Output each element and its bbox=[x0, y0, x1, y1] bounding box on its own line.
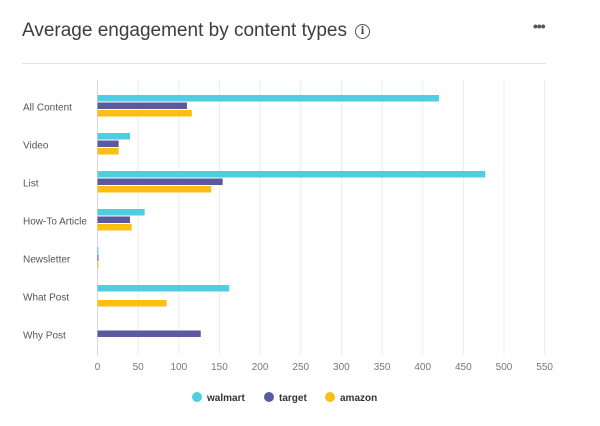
bar-walmart bbox=[97, 171, 486, 178]
more-icon[interactable]: ••• bbox=[533, 18, 546, 34]
legend-marker-amazon bbox=[325, 392, 335, 402]
bar-target bbox=[97, 178, 223, 185]
category-label: Why Post bbox=[23, 331, 66, 342]
legend-marker-walmart bbox=[192, 392, 202, 402]
divider bbox=[22, 63, 546, 64]
category-label: Video bbox=[23, 141, 49, 152]
bar-target bbox=[97, 216, 131, 223]
bar-amazon bbox=[97, 262, 99, 269]
bar-target bbox=[97, 254, 99, 261]
x-tick-label: 50 bbox=[133, 362, 145, 373]
bar-amazon bbox=[97, 148, 119, 155]
legend-label-walmart: walmart bbox=[206, 393, 245, 404]
bar-target bbox=[97, 330, 201, 337]
x-tick-label: 100 bbox=[170, 362, 187, 373]
legend-label-target: target bbox=[279, 393, 307, 404]
x-tick-label: 200 bbox=[252, 362, 269, 373]
bar-walmart bbox=[97, 247, 99, 254]
bar-amazon bbox=[97, 186, 212, 193]
bar-target bbox=[97, 102, 187, 109]
x-tick-label: 400 bbox=[414, 362, 431, 373]
x-tick-label: 350 bbox=[374, 362, 391, 373]
bar-walmart bbox=[97, 209, 145, 216]
legend-marker-target bbox=[264, 392, 274, 402]
bar-walmart bbox=[97, 285, 230, 292]
bar-amazon bbox=[97, 300, 167, 307]
bar-walmart bbox=[97, 95, 439, 102]
bar-amazon bbox=[97, 110, 192, 117]
bar-target bbox=[97, 140, 119, 147]
category-label: All Content bbox=[23, 103, 72, 114]
x-tick-label: 450 bbox=[455, 362, 472, 373]
chart-header: Average engagement by content types i bbox=[22, 20, 370, 42]
category-label: Newsletter bbox=[23, 255, 71, 266]
chart-title: Average engagement by content types bbox=[22, 20, 347, 41]
x-tick-label: 250 bbox=[292, 362, 309, 373]
legend-label-amazon: amazon bbox=[340, 393, 377, 404]
category-label: List bbox=[23, 179, 39, 190]
category-label: What Post bbox=[23, 293, 69, 304]
x-tick-label: 150 bbox=[211, 362, 228, 373]
bar-walmart bbox=[97, 133, 131, 140]
x-tick-label: 550 bbox=[536, 362, 553, 373]
bar-amazon bbox=[97, 224, 132, 231]
x-tick-label: 0 bbox=[95, 362, 101, 373]
x-tick-label: 300 bbox=[333, 362, 350, 373]
x-tick-label: 500 bbox=[496, 362, 513, 373]
category-label: How-To Article bbox=[23, 217, 87, 228]
info-icon[interactable]: i bbox=[355, 23, 370, 39]
